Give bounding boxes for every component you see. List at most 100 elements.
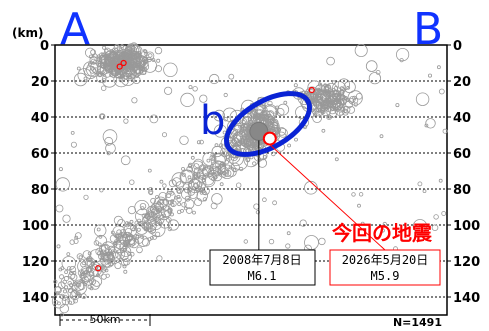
earthquake-point bbox=[70, 130, 75, 135]
earthquake-point bbox=[55, 204, 64, 213]
region-b-ellipse bbox=[224, 91, 312, 157]
tick-label-right: 40 bbox=[453, 111, 471, 126]
earthquake-point bbox=[78, 255, 83, 260]
earthquake-point bbox=[253, 203, 260, 210]
earthquake-point bbox=[148, 190, 154, 196]
earthquake-point bbox=[345, 100, 354, 109]
earthquake-point bbox=[333, 85, 339, 91]
earthquake-point bbox=[147, 189, 154, 195]
earthquake-point bbox=[139, 202, 147, 210]
earthquake-point bbox=[176, 209, 182, 215]
earthquake-point bbox=[91, 275, 103, 287]
tick-label-left: 100 bbox=[22, 219, 49, 234]
earthquake-point bbox=[180, 92, 195, 108]
earthquake-point bbox=[61, 294, 68, 301]
earthquake-point bbox=[294, 137, 298, 142]
earthquake-point bbox=[177, 202, 182, 207]
earthquake-point bbox=[76, 253, 84, 260]
event-count-label: N=1491 bbox=[393, 316, 442, 329]
earthquake-point bbox=[79, 267, 95, 283]
earthquake-point bbox=[143, 49, 148, 54]
earthquake-point bbox=[167, 189, 173, 195]
earthquake-point bbox=[255, 210, 260, 215]
earthquake-point bbox=[132, 76, 141, 85]
earthquake-point bbox=[211, 145, 223, 158]
earthquake-point bbox=[238, 139, 243, 144]
earthquake-point bbox=[191, 176, 207, 192]
earthquake-point bbox=[339, 97, 347, 106]
earthquake-point bbox=[62, 279, 67, 285]
earthquake-point bbox=[262, 197, 267, 203]
earthquake-point bbox=[142, 49, 147, 53]
earthquake-point bbox=[368, 72, 381, 85]
earthquake-point bbox=[343, 96, 348, 100]
earthquake-point bbox=[58, 281, 66, 289]
earthquake-point bbox=[98, 252, 106, 261]
earthquake-point bbox=[145, 51, 155, 61]
earthquake-point bbox=[326, 114, 332, 120]
earthquake-point bbox=[190, 155, 195, 160]
earthquake-point bbox=[120, 51, 125, 56]
tick-label-right: 140 bbox=[453, 291, 480, 306]
earthquake-point bbox=[229, 109, 245, 125]
earthquake-point bbox=[123, 118, 129, 124]
earthquake-point bbox=[123, 269, 128, 274]
earthquake-point bbox=[176, 194, 181, 199]
earthquake-point bbox=[136, 69, 142, 75]
earthquake-point bbox=[276, 108, 285, 117]
earthquake-point bbox=[122, 245, 127, 250]
earthquake-point bbox=[212, 156, 217, 161]
earthquake-point bbox=[143, 213, 154, 224]
earthquake-point bbox=[206, 158, 211, 163]
earthquake-point bbox=[128, 237, 140, 249]
earthquake-point bbox=[61, 256, 77, 271]
earthquake-point bbox=[87, 257, 92, 262]
earthquake-point bbox=[140, 235, 145, 239]
earthquake-point bbox=[67, 297, 76, 305]
earthquake-point bbox=[203, 165, 209, 170]
earthquake-point bbox=[96, 65, 106, 75]
earthquake-point bbox=[149, 114, 159, 124]
earthquake-point bbox=[92, 67, 100, 74]
earthquake-point bbox=[74, 235, 79, 240]
plot-frame bbox=[54, 44, 448, 316]
earthquake-point bbox=[422, 189, 427, 194]
earthquake-point bbox=[334, 157, 339, 162]
earthquake-point bbox=[143, 218, 157, 232]
earthquake-point bbox=[424, 123, 429, 128]
earthquake-point bbox=[223, 116, 228, 122]
earthquake-point bbox=[89, 286, 94, 291]
earthquake-point bbox=[120, 155, 131, 166]
earthquake-point bbox=[130, 44, 143, 58]
earthquake-point bbox=[232, 168, 237, 173]
earthquake-point bbox=[122, 264, 127, 269]
earthquake-point bbox=[105, 273, 110, 278]
earthquake-point bbox=[86, 255, 93, 263]
earthquake-point bbox=[71, 279, 88, 296]
earthquake-point bbox=[313, 112, 317, 117]
earthquake-point bbox=[154, 214, 165, 225]
earthquake-point bbox=[314, 84, 326, 96]
earthquake-point bbox=[100, 273, 107, 280]
earthquake-point bbox=[239, 131, 243, 135]
callout-2008-date: 2008年7月8日 bbox=[222, 253, 301, 267]
earthquake-point bbox=[74, 281, 85, 291]
earthquake-point bbox=[267, 110, 275, 118]
leader-2026 bbox=[269, 144, 386, 251]
earthquake-point bbox=[126, 233, 134, 241]
earthquake-point bbox=[127, 206, 136, 215]
earthquake-point bbox=[183, 206, 188, 211]
earthquake-point bbox=[55, 291, 60, 296]
earthquake-point bbox=[136, 246, 143, 254]
earthquake-point bbox=[123, 233, 128, 239]
earthquake-point bbox=[192, 86, 198, 92]
earthquake-point bbox=[77, 68, 92, 83]
earthquake-point bbox=[131, 97, 138, 104]
earthquake-point bbox=[68, 272, 76, 280]
earthquake-point bbox=[115, 52, 121, 57]
earthquake-point bbox=[196, 140, 201, 145]
earthquake-point bbox=[87, 251, 92, 256]
earthquake-point bbox=[155, 231, 161, 237]
earthquake-point bbox=[438, 178, 443, 183]
